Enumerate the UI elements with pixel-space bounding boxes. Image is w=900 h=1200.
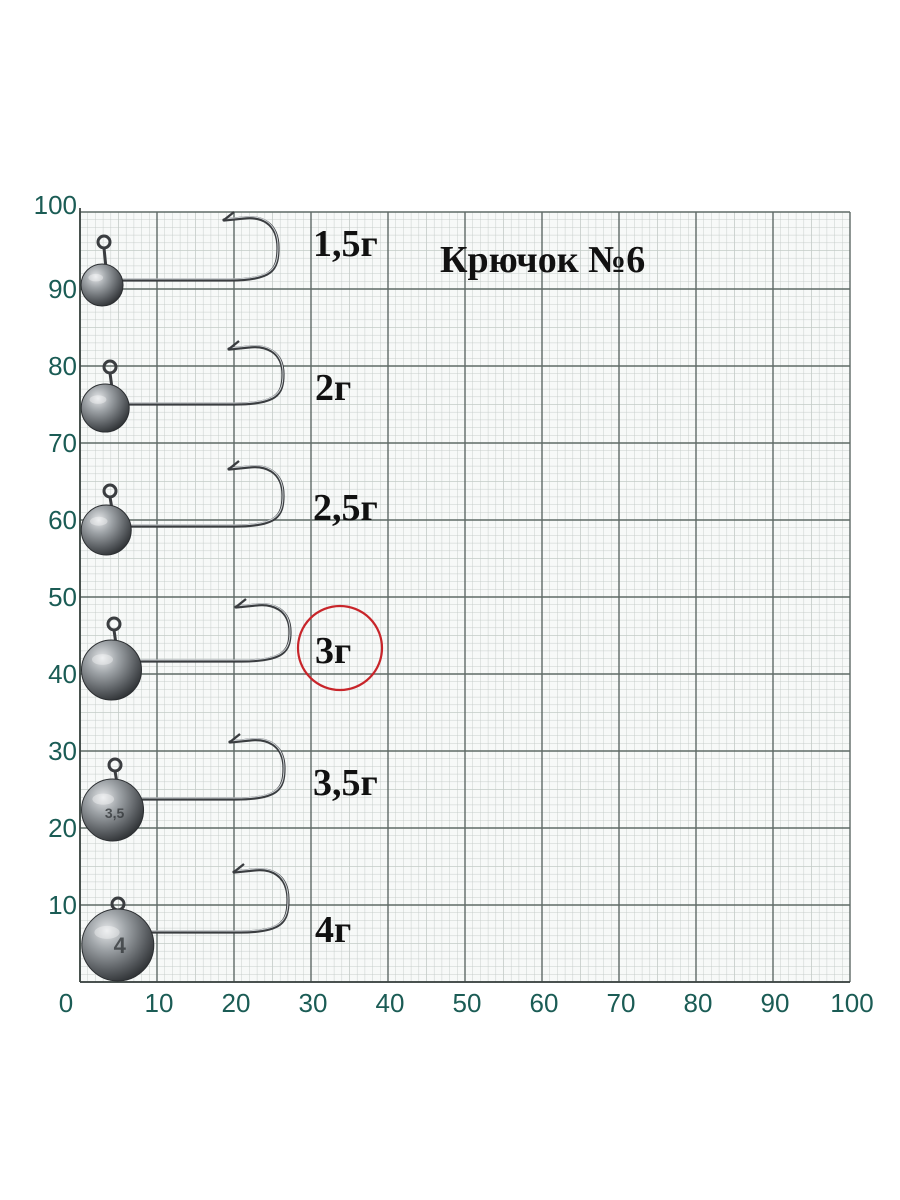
lead-head xyxy=(81,908,155,982)
y-tick-label: 80 xyxy=(48,351,77,381)
hook-eye xyxy=(96,234,112,250)
jig-head-1 xyxy=(80,211,280,307)
y-tick-label: 60 xyxy=(48,505,77,535)
lead-shine xyxy=(88,273,104,282)
weight-label: 2,5г xyxy=(313,487,378,529)
lead-head xyxy=(80,263,124,307)
y-tick-label: 40 xyxy=(48,659,77,689)
x-tick-label: 60 xyxy=(530,988,559,1018)
lead-head xyxy=(81,778,145,842)
y-tick-label: 100 xyxy=(34,190,77,220)
hook-wire-highlight xyxy=(124,345,284,404)
hook-barb xyxy=(223,211,235,221)
x-tick-label: 10 xyxy=(145,988,174,1018)
lead-head xyxy=(80,504,132,556)
weight-label: 4г xyxy=(315,909,351,951)
hook-wire-highlight xyxy=(137,603,291,661)
x-tick-label: 100 xyxy=(830,988,873,1018)
lead-shine xyxy=(92,654,113,665)
y-tick-label: 50 xyxy=(48,582,77,612)
weight-label: 2г xyxy=(315,367,351,409)
x-tick-label: 40 xyxy=(376,988,405,1018)
weight-label: 3г xyxy=(315,630,351,672)
jig-head-6: 4 xyxy=(81,863,290,982)
y-tick-label: 90 xyxy=(48,274,77,304)
x-tick-label: 50 xyxy=(453,988,482,1018)
lead-shine xyxy=(89,395,107,404)
hook-eye xyxy=(102,359,118,375)
highlight-circle xyxy=(296,604,384,692)
jig-head-4 xyxy=(81,598,292,701)
head-weight-mark: 4 xyxy=(114,933,127,958)
y-tick-label: 10 xyxy=(48,890,77,920)
jig-head-3 xyxy=(80,460,285,556)
grid-major-lines xyxy=(79,208,851,983)
x-tick-label: 20 xyxy=(222,988,251,1018)
hook-size-title: Крючок №6 xyxy=(440,239,645,281)
weight-label: 1,5г xyxy=(313,223,378,265)
lead-shine xyxy=(90,516,108,526)
jig-heads: 3,5 4 1,5г 2г 2,5г 3г 3,5г 4г xyxy=(80,211,384,982)
hook-barb xyxy=(228,460,240,470)
y-tick-label: 30 xyxy=(48,736,77,766)
hook-wire-highlight xyxy=(118,216,279,280)
hook-eye xyxy=(107,757,123,773)
lead-head xyxy=(81,639,142,701)
jig-head-5: 3,5 xyxy=(81,733,286,842)
x-tick-label: 90 xyxy=(761,988,790,1018)
x-tick-label: 70 xyxy=(607,988,636,1018)
head-weight-mark: 3,5 xyxy=(105,805,125,821)
y-tick-label: 20 xyxy=(48,813,77,843)
y-axis-tick-labels: 10 20 30 40 50 60 70 80 90 100 xyxy=(34,190,77,920)
x-axis-tick-labels: 0 10 20 30 40 50 60 70 80 90 100 xyxy=(59,988,874,1018)
x-tick-label: 80 xyxy=(684,988,713,1018)
hook-wire-highlight xyxy=(139,738,285,799)
hook-barb xyxy=(229,733,241,743)
hook-eye xyxy=(102,483,118,499)
weight-label: 3,5г xyxy=(313,762,378,804)
hook-barb xyxy=(235,598,247,608)
lead-shine xyxy=(94,925,120,939)
jig-head-2 xyxy=(80,340,285,433)
hook-wire-highlight xyxy=(149,868,289,932)
hook-barb xyxy=(228,340,240,350)
x-tick-label: 0 xyxy=(59,988,73,1018)
hook-wire-highlight xyxy=(126,465,284,526)
lead-shine xyxy=(92,793,115,805)
hook-eye xyxy=(106,616,122,632)
y-tick-label: 70 xyxy=(48,428,77,458)
lead-head xyxy=(80,383,130,433)
x-tick-label: 30 xyxy=(299,988,328,1018)
hook-barb xyxy=(233,863,245,873)
